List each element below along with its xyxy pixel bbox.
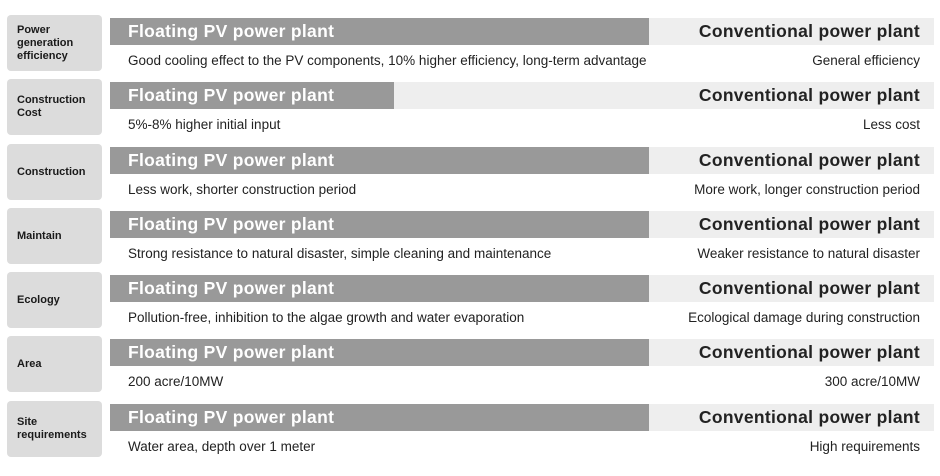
- floating-pv-title: Floating PV power plant: [128, 21, 335, 41]
- category-label: Area: [7, 336, 102, 392]
- row-construction: Construction Floating PV power plant Con…: [0, 144, 940, 200]
- floating-pv-title: Floating PV power plant: [128, 150, 335, 170]
- floating-pv-bar: [110, 211, 649, 238]
- floating-pv-title: Floating PV power plant: [128, 85, 335, 105]
- floating-pv-description: 200 acre/10MW: [128, 374, 224, 389]
- category-label: Ecology: [7, 272, 102, 328]
- conventional-title: Conventional power plant: [698, 342, 920, 362]
- floating-pv-title: Floating PV power plant: [128, 342, 335, 362]
- category-label: Maintain: [7, 208, 102, 264]
- floating-pv-bar: [110, 275, 649, 302]
- floating-pv-description: Water area, depth over 1 meter: [128, 439, 316, 454]
- floating-pv-description: Pollution-free, inhibition to the algae …: [128, 310, 525, 325]
- category-label: Power generation efficiency: [7, 15, 102, 71]
- floating-pv-bar: [110, 404, 649, 431]
- floating-pv-description: 5%-8% higher initial input: [128, 117, 281, 132]
- floating-pv-description: Less work, shorter construction period: [128, 182, 357, 197]
- conventional-title: Conventional power plant: [698, 21, 920, 41]
- row-area: Area Floating PV power plant Conventiona…: [0, 336, 940, 392]
- conventional-title: Conventional power plant: [698, 278, 920, 298]
- floating-pv-description: Good cooling effect to the PV components…: [128, 53, 647, 68]
- conventional-description: Ecological damage during construction: [688, 310, 920, 325]
- conventional-description: Weaker resistance to natural disaster: [697, 246, 920, 261]
- floating-pv-bar: [110, 147, 649, 174]
- category-label: Construction Cost: [7, 79, 102, 135]
- floating-pv-title: Floating PV power plant: [128, 278, 335, 298]
- conventional-title: Conventional power plant: [698, 407, 920, 427]
- floating-pv-bar: [110, 339, 649, 366]
- conventional-title: Conventional power plant: [698, 150, 920, 170]
- conventional-description: Less cost: [862, 117, 920, 132]
- row-ecology: Ecology Floating PV power plant Conventi…: [0, 272, 940, 328]
- floating-pv-title: Floating PV power plant: [128, 407, 335, 427]
- conventional-description: General efficiency: [812, 53, 920, 68]
- conventional-title: Conventional power plant: [698, 85, 920, 105]
- conventional-description: High requirements: [809, 439, 920, 454]
- row-power-generation-efficiency: Power generation efficiency Floating PV …: [0, 15, 940, 71]
- row-site-requirements: Site requirements Floating PV power plan…: [0, 401, 940, 457]
- category-label: Construction: [7, 144, 102, 200]
- floating-pv-bar: [110, 82, 394, 109]
- row-construction-cost: Construction Cost Floating PV power plan…: [0, 79, 940, 135]
- category-label: Site requirements: [7, 401, 102, 457]
- floating-pv-description: Strong resistance to natural disaster, s…: [128, 246, 552, 261]
- conventional-title: Conventional power plant: [698, 214, 920, 234]
- conventional-description: More work, longer construction period: [694, 182, 920, 197]
- row-maintain: Maintain Floating PV power plant Convent…: [0, 208, 940, 264]
- floating-pv-title: Floating PV power plant: [128, 214, 335, 234]
- conventional-description: 300 acre/10MW: [824, 374, 920, 389]
- floating-pv-bar: [110, 18, 649, 45]
